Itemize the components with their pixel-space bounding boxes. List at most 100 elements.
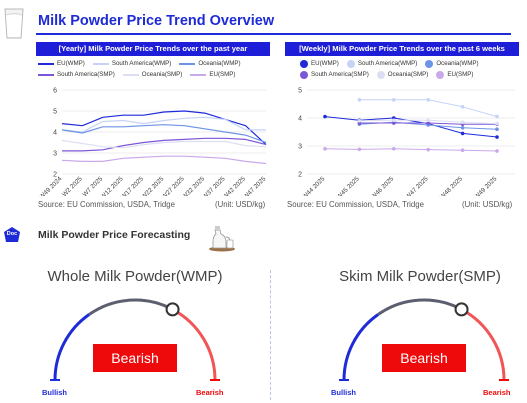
gauge-indicator — [165, 302, 180, 317]
legend-item: EU(WMP) — [300, 58, 339, 69]
gauge-arc-segment — [171, 308, 217, 381]
x-tick-label: W49 2025 — [473, 175, 499, 196]
x-tick-label: W44 2025 — [301, 175, 327, 196]
series-line — [359, 99, 498, 118]
gauge-tick — [64, 325, 77, 341]
x-tick-label: W22 2025 — [140, 175, 166, 196]
x-tick-label: W49 2024 — [38, 175, 64, 196]
x-tick-label: W48 2025 — [439, 175, 465, 196]
weekly-legend: EU(WMP) South America(WMP) Oceania(WMP) … — [300, 58, 522, 80]
gauge-arc-segment — [460, 308, 506, 381]
x-tick-label: W42 2025 — [222, 175, 248, 196]
weekly-unit: (Unit: USD/kg) — [462, 200, 513, 209]
legend-item: Oceania(WMP) — [179, 58, 241, 69]
smp-bearish-end-label: Bearish — [483, 388, 511, 397]
series-line — [62, 137, 267, 152]
x-tick-label: W45 2025 — [336, 175, 362, 196]
y-tick-label: 2 — [53, 172, 57, 179]
gauge-arc-segment — [377, 298, 463, 316]
data-point — [357, 119, 362, 123]
data-point — [495, 121, 499, 126]
gauge-divider — [270, 270, 271, 400]
x-tick-label: W47 2025 — [242, 175, 268, 196]
milk-jug-icon — [207, 222, 237, 252]
yearly-legend: EU(WMP) South America(WMP) Oceania(WMP) … — [38, 58, 272, 80]
series-line — [324, 116, 498, 138]
series-line — [61, 124, 267, 144]
wmp-bearish-label: Bearish — [93, 344, 177, 372]
series-line — [61, 110, 267, 146]
data-point — [426, 121, 430, 125]
legend-item: Oceania(SMP) — [122, 69, 182, 80]
data-point — [426, 147, 430, 152]
legend-item: Oceania(SMP) — [376, 69, 428, 80]
legend-item: EU(SMP) — [190, 69, 235, 80]
y-tick-label: 4 — [53, 130, 57, 137]
gauge-arc-segment — [88, 298, 174, 316]
wmp-sentiment-gauge — [50, 298, 220, 381]
data-point — [460, 148, 465, 152]
data-point — [495, 114, 499, 119]
yearly-chart-title: [Yearly] Milk Powder Price Trends over t… — [36, 42, 270, 56]
data-point — [357, 147, 362, 152]
gauge-tick — [428, 298, 447, 304]
x-tick-label: W46 2025 — [370, 175, 396, 196]
weekly-chart-title: [Weekly] Milk Powder Price Trends over t… — [285, 42, 519, 56]
data-point — [495, 127, 499, 131]
smp-bullish-end-label: Bullish — [331, 388, 357, 397]
legend-item: South America(WMP) — [92, 58, 171, 69]
data-point — [460, 131, 465, 136]
series-line — [61, 155, 267, 165]
y-tick-label: 3 — [298, 144, 302, 151]
gauge-tick — [390, 300, 409, 308]
y-tick-label: 5 — [53, 109, 57, 116]
series-line — [324, 148, 498, 152]
page-title: Milk Powder Price Trend Overview — [38, 13, 275, 29]
gauge-tick — [487, 331, 499, 349]
x-tick-label: W27 2025 — [161, 175, 187, 196]
gauge-arc-segment — [342, 313, 379, 381]
wmp-bearish-end-label: Bearish — [196, 388, 224, 397]
legend-item: South America(SMP) — [38, 69, 115, 80]
data-point — [426, 118, 430, 123]
gauge-tick — [353, 325, 366, 341]
weekly-source: Source: EU Commission, USDA, Tridge — [287, 200, 424, 209]
data-point — [495, 135, 499, 139]
data-point — [460, 120, 465, 124]
legend-item: South America(SMP) — [300, 69, 369, 80]
series-line — [61, 139, 267, 149]
x-tick-label: W37 2025 — [201, 175, 227, 196]
forecast-title: Milk Powder Price Forecasting — [38, 229, 191, 241]
yearly-source: Source: EU Commission, USDA, Tridge — [38, 200, 175, 209]
smp-gauge-title: Skim Milk Powder(SMP) — [339, 268, 501, 285]
gauge-indicator — [454, 302, 469, 317]
gauge-tick — [101, 300, 120, 308]
x-tick-label: W32 2025 — [181, 175, 207, 196]
title-divider — [36, 33, 511, 35]
x-tick-label: W17 2025 — [120, 175, 146, 196]
wmp-bullish-end-label: Bullish — [42, 388, 68, 397]
doc-badge: Doc — [3, 226, 21, 244]
data-point — [460, 105, 465, 109]
y-tick-label: 6 — [53, 88, 57, 95]
data-point — [392, 121, 396, 125]
data-point — [357, 98, 362, 102]
data-point — [460, 126, 465, 130]
data-point — [495, 149, 499, 153]
series-line — [61, 116, 266, 133]
milk-glass-icon — [3, 8, 25, 40]
smp-sentiment-gauge — [339, 298, 509, 381]
wmp-gauge-title: Whole Milk Powder(WMP) — [47, 268, 223, 285]
gauge-tick — [139, 298, 158, 304]
y-tick-label: 3 — [53, 151, 57, 158]
data-point — [392, 147, 396, 151]
legend-item: EU(WMP) — [38, 58, 85, 69]
legend-item: Oceania(WMP) — [425, 58, 479, 69]
y-tick-label: 2 — [298, 172, 302, 179]
gauge-arc-segment — [53, 313, 90, 381]
data-point — [323, 147, 327, 151]
legend-item: EU(SMP) — [436, 69, 473, 80]
y-tick-label: 4 — [298, 116, 302, 123]
data-point — [323, 114, 327, 119]
